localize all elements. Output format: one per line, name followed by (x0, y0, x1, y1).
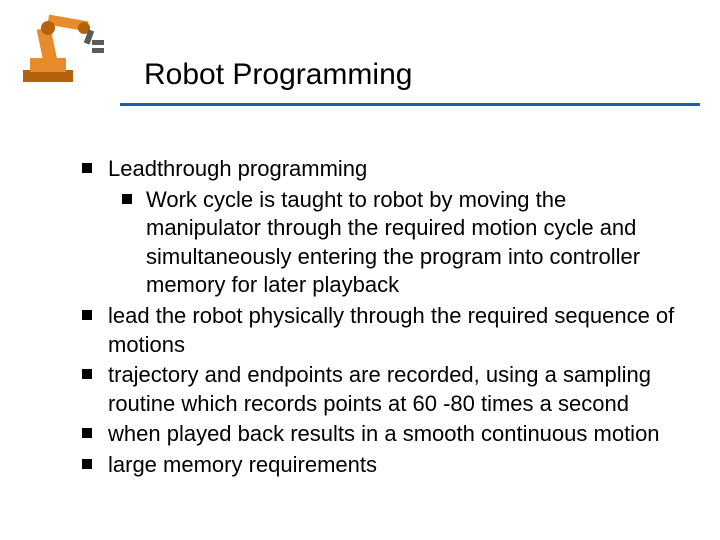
bullet-text: Leadthrough programming (108, 155, 367, 184)
bullet-icon (82, 428, 92, 438)
bullet-text: large memory requirements (108, 451, 377, 480)
bullet-icon (82, 163, 92, 173)
list-item: Leadthrough programming (82, 155, 682, 184)
list-item: trajectory and endpoints are recorded, u… (82, 361, 682, 418)
bullet-text: lead the robot physically through the re… (108, 302, 682, 359)
bullet-icon (122, 194, 132, 204)
list-item: large memory requirements (82, 451, 682, 480)
bullet-text: when played back results in a smooth con… (108, 420, 660, 449)
bullet-icon (82, 459, 92, 469)
slide-body: Leadthrough programming Work cycle is ta… (82, 155, 682, 482)
slide-title: Robot Programming (144, 58, 412, 92)
list-item: when played back results in a smooth con… (82, 420, 682, 449)
bullet-text: trajectory and endpoints are recorded, u… (108, 361, 682, 418)
bullet-icon (82, 369, 92, 379)
bullet-text: Work cycle is taught to robot by moving … (146, 186, 682, 300)
list-item: Work cycle is taught to robot by moving … (122, 186, 682, 300)
robot-arm-icon (18, 10, 108, 85)
title-underline (120, 103, 700, 106)
list-item: lead the robot physically through the re… (82, 302, 682, 359)
bullet-icon (82, 310, 92, 320)
